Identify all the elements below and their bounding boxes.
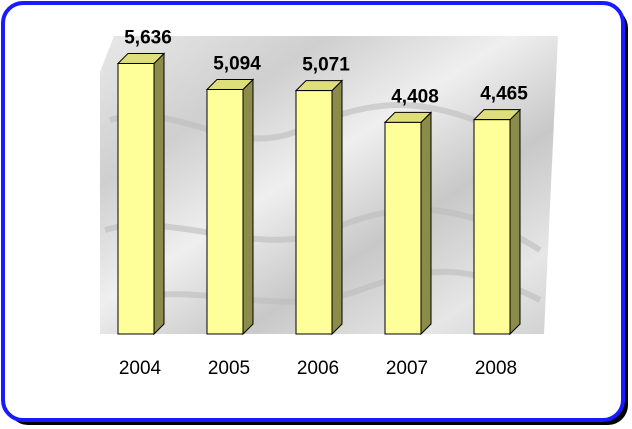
bar-side — [331, 79, 343, 336]
x-tick-label-2007: 2007 — [386, 358, 428, 379]
x-tick-label-2006: 2006 — [297, 358, 339, 379]
bar-2005 — [205, 78, 255, 336]
value-label-2006: 5,071 — [302, 55, 350, 76]
bar-side — [153, 52, 165, 336]
value-labels-group: 5,636 5,094 5,071 4,408 4,465 — [124, 27, 528, 107]
bar-side — [420, 111, 432, 336]
bar-2007 — [383, 111, 433, 336]
value-label-2005: 5,094 — [213, 53, 261, 74]
value-label-2007: 4,408 — [391, 86, 439, 107]
x-tick-label-2004: 2004 — [119, 358, 162, 379]
bar-2006 — [294, 79, 344, 336]
x-axis-labels-group: 2004 2005 2006 2007 2008 — [119, 358, 517, 379]
bar-front — [295, 90, 333, 335]
bar-side — [242, 78, 254, 336]
bar-front — [384, 121, 422, 335]
bar-2004 — [116, 52, 166, 336]
bars-group — [116, 52, 522, 336]
bar-side — [509, 108, 521, 336]
x-tick-label-2005: 2005 — [208, 358, 250, 379]
x-tick-label-2008: 2008 — [475, 358, 517, 379]
bar-front — [206, 88, 244, 335]
bar-2008 — [472, 108, 522, 336]
bar-front — [117, 62, 155, 335]
value-label-2004: 5,636 — [124, 27, 172, 48]
bar-front — [473, 119, 511, 335]
value-label-2008: 4,465 — [480, 84, 528, 105]
